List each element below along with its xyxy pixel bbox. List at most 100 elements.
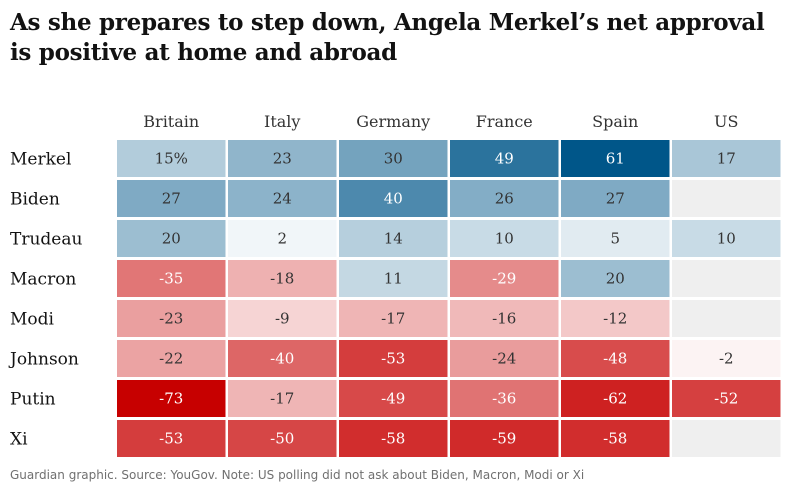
cell-merkel-spain	[561, 140, 670, 177]
cell-label-merkel-britain: 15%	[155, 150, 188, 168]
cell-label-putin-spain: -62	[603, 390, 627, 408]
column-label-france: France	[476, 112, 533, 131]
column-labels: Britain Italy Germany France Spain US	[143, 112, 738, 131]
cell-label-macron-france: -29	[492, 270, 516, 288]
cell-label-biden-britain: 27	[162, 190, 181, 208]
cell-trudeau-germany	[339, 220, 448, 257]
cell-label-xi-spain: -58	[603, 430, 627, 448]
cell-merkel-us	[672, 140, 781, 177]
cell-label-biden-italy: 24	[273, 190, 292, 208]
cell-merkel-italy	[228, 140, 337, 177]
cell-label-putin-france: -36	[492, 390, 516, 408]
cell-macron-us	[672, 260, 781, 297]
cell-label-macron-spain: 20	[606, 270, 625, 288]
cell-label-johnson-france: -24	[492, 350, 516, 368]
cell-trudeau-us	[672, 220, 781, 257]
cell-trudeau-spain	[561, 220, 670, 257]
cell-label-modi-france: -16	[492, 310, 516, 328]
cell-label-johnson-britain: -22	[159, 350, 183, 368]
cell-label-xi-britain: -53	[159, 430, 183, 448]
cell-label-johnson-germany: -53	[381, 350, 405, 368]
cell-trudeau-britain	[117, 220, 226, 257]
cell-biden-france	[450, 180, 559, 217]
cell-merkel-britain	[117, 140, 226, 177]
column-label-germany: Germany	[356, 112, 430, 131]
cell-putin-spain	[561, 380, 670, 417]
cell-putin-italy	[228, 380, 337, 417]
cell-label-macron-germany: 11	[384, 270, 403, 288]
cell-macron-spain	[561, 260, 670, 297]
cell-xi-france	[450, 420, 559, 457]
cell-biden-italy	[228, 180, 337, 217]
cell-putin-france	[450, 380, 559, 417]
row-label-merkel: Merkel	[10, 150, 71, 170]
source-note: Guardian graphic. Source: YouGov. Note: …	[10, 468, 585, 482]
cell-label-biden-spain: 27	[606, 190, 625, 208]
cell-modi-germany	[339, 300, 448, 337]
cell-biden-spain	[561, 180, 670, 217]
cell-label-macron-italy: -18	[270, 270, 294, 288]
cell-biden-britain	[117, 180, 226, 217]
heatmap-cells: 15% 23 30 49 61 17 27 24 40 26 27 20 2 14 10 5 10 -35 -18 1…	[117, 140, 781, 457]
column-label-italy: Italy	[264, 112, 300, 131]
cell-label-xi-italy: -50	[270, 430, 294, 448]
row-label-trudeau: Trudeau	[10, 230, 82, 250]
cell-label-modi-germany: -17	[381, 310, 405, 328]
cell-label-biden-france: 26	[495, 190, 514, 208]
cell-xi-us	[672, 420, 781, 457]
cell-label-modi-italy: -9	[275, 310, 290, 328]
cell-xi-italy	[228, 420, 337, 457]
cell-macron-britain	[117, 260, 226, 297]
cell-johnson-italy	[228, 340, 337, 377]
cell-putin-germany	[339, 380, 448, 417]
cell-macron-france	[450, 260, 559, 297]
cell-label-merkel-germany: 30	[384, 150, 403, 168]
cell-label-trudeau-germany: 14	[384, 230, 403, 248]
cell-label-merkel-us: 17	[717, 150, 736, 168]
cell-label-trudeau-france: 10	[495, 230, 514, 248]
cell-label-johnson-italy: -40	[270, 350, 294, 368]
cell-xi-britain	[117, 420, 226, 457]
row-label-modi: Modi	[10, 310, 55, 330]
cell-johnson-spain	[561, 340, 670, 377]
cell-label-trudeau-spain: 5	[610, 230, 620, 248]
cell-label-biden-germany: 40	[384, 190, 403, 208]
cell-label-putin-italy: -17	[270, 390, 294, 408]
cell-label-putin-britain: -73	[159, 390, 183, 408]
cell-label-merkel-france: 49	[495, 150, 514, 168]
cell-xi-germany	[339, 420, 448, 457]
cell-johnson-germany	[339, 340, 448, 377]
row-labels: Merkel Biden Trudeau Macron Modi Johnson Putin…	[8, 150, 82, 450]
cell-label-putin-germany: -49	[381, 390, 405, 408]
cell-label-trudeau-italy: 2	[277, 230, 287, 248]
cell-label-trudeau-britain: 20	[162, 230, 181, 248]
row-label-xi: Xi	[10, 430, 28, 450]
cell-xi-spain	[561, 420, 670, 457]
row-label-johnson: Johnson	[8, 350, 79, 370]
cell-macron-germany	[339, 260, 448, 297]
cell-merkel-germany	[339, 140, 448, 177]
cell-label-xi-france: -59	[492, 430, 516, 448]
column-label-britain: Britain	[143, 112, 199, 131]
cell-modi-britain	[117, 300, 226, 337]
cell-macron-italy	[228, 260, 337, 297]
cell-label-xi-germany: -58	[381, 430, 405, 448]
cell-label-modi-spain: -12	[603, 310, 627, 328]
cell-label-johnson-spain: -48	[603, 350, 627, 368]
cell-putin-britain	[117, 380, 226, 417]
column-label-us: US	[714, 112, 738, 131]
row-label-biden: Biden	[10, 190, 60, 210]
cell-johnson-us	[672, 340, 781, 377]
chart-title: As she prepares to step down, Angela Mer…	[10, 9, 765, 66]
row-label-macron: Macron	[10, 270, 76, 290]
cell-putin-us	[672, 380, 781, 417]
cell-modi-us	[672, 300, 781, 337]
cell-merkel-france	[450, 140, 559, 177]
cell-trudeau-france	[450, 220, 559, 257]
cell-modi-italy	[228, 300, 337, 337]
cell-modi-france	[450, 300, 559, 337]
cell-label-putin-us: -52	[714, 390, 738, 408]
column-label-spain: Spain	[592, 112, 638, 131]
cell-label-macron-britain: -35	[159, 270, 183, 288]
cell-biden-germany	[339, 180, 448, 217]
